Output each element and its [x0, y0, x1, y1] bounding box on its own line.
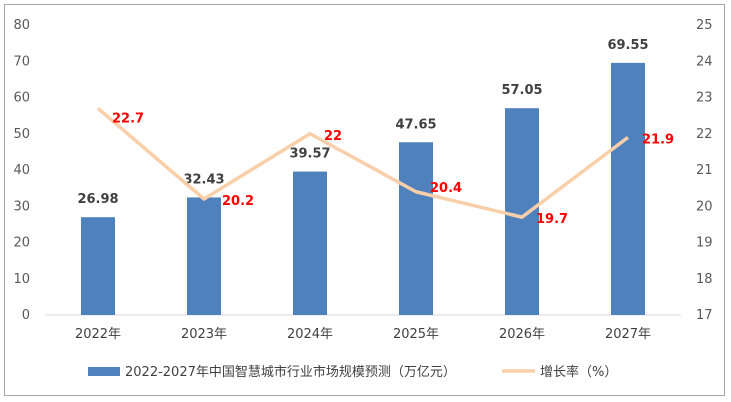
- category-label: 2026年: [499, 327, 545, 342]
- right-tick-label: 21: [696, 163, 713, 178]
- bar: [187, 197, 221, 315]
- growth-line: [96, 107, 630, 219]
- right-tick-label: 23: [696, 91, 713, 106]
- growth-value-label: 22: [324, 129, 342, 144]
- bar-value-labels: 26.98 32.43 39.57 47.65 57.05 69.55: [77, 38, 648, 207]
- right-tick-label: 18: [696, 272, 713, 287]
- legend-bar-label: 2022-2027年中国智慧城市行业市场规模预测（万亿元）: [125, 364, 456, 380]
- growth-value-labels: 22.7 20.2 22 20.4 19.7 21.9: [112, 111, 674, 227]
- growth-line-series: [96, 107, 630, 219]
- bar-value-label: 47.65: [395, 117, 436, 132]
- bar-value-label: 26.98: [77, 192, 118, 207]
- bar-value-label: 69.55: [607, 38, 648, 53]
- right-axis-ticks: 17 18 19 20 21 22 23 24 25: [696, 18, 713, 323]
- right-tick-label: 20: [696, 199, 713, 214]
- bar-value-label: 39.57: [289, 147, 330, 162]
- left-tick-label: 10: [13, 272, 30, 287]
- legend-bar-swatch: [88, 367, 120, 376]
- bar: [293, 171, 327, 315]
- category-label: 2024年: [287, 327, 333, 342]
- bar: [81, 217, 115, 315]
- left-tick-label: 30: [13, 199, 30, 214]
- category-label: 2027年: [605, 327, 651, 342]
- category-label: 2025年: [393, 327, 439, 342]
- left-axis-ticks: 0 10 20 30 40 50 60 70 80: [13, 18, 30, 323]
- bar: [399, 142, 433, 315]
- left-tick-label: 50: [13, 127, 30, 142]
- legend: 2022-2027年中国智慧城市行业市场规模预测（万亿元） 增长率（%）: [88, 364, 617, 380]
- growth-value-label: 22.7: [112, 111, 144, 126]
- left-tick-label: 60: [13, 91, 30, 106]
- growth-value-label: 19.7: [536, 212, 568, 227]
- chart-frame: [4, 4, 725, 396]
- left-tick-label: 40: [13, 163, 30, 178]
- right-tick-label: 17: [696, 308, 713, 323]
- growth-value-label: 20.2: [222, 194, 254, 209]
- category-label: 2022年: [75, 327, 121, 342]
- right-tick-label: 24: [696, 54, 713, 69]
- category-label: 2023年: [181, 327, 227, 342]
- right-tick-label: 25: [696, 18, 713, 33]
- left-tick-label: 80: [13, 18, 30, 33]
- right-tick-label: 22: [696, 127, 713, 142]
- legend-line-label: 增长率（%）: [540, 364, 617, 380]
- bar: [611, 62, 645, 315]
- growth-value-label: 21.9: [642, 132, 674, 147]
- right-tick-label: 19: [696, 236, 713, 251]
- left-tick-label: 20: [13, 236, 30, 251]
- bar-value-label: 32.43: [183, 172, 224, 187]
- bar-series: [81, 62, 645, 315]
- bar-value-label: 57.05: [501, 83, 542, 98]
- category-labels: 2022年 2023年 2024年 2025年 2026年 2027年: [75, 327, 651, 342]
- bar: [505, 108, 539, 315]
- left-tick-label: 0: [22, 308, 30, 323]
- left-tick-label: 70: [13, 54, 30, 69]
- growth-value-label: 20.4: [430, 181, 462, 196]
